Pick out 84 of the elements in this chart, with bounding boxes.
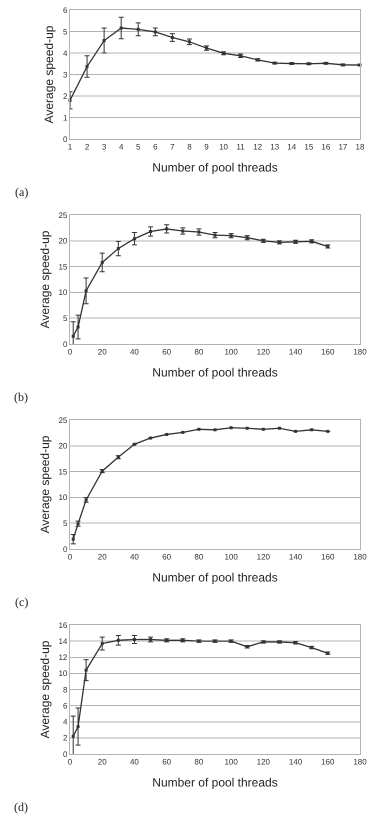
y-tick-label: 5 <box>62 314 68 323</box>
y-axis-title: Average speed-up <box>38 640 52 738</box>
y-tick-label: 5 <box>62 27 68 36</box>
x-tick-label: 80 <box>194 758 204 767</box>
x-tick-label: 20 <box>98 758 108 767</box>
x-tick-label: 9 <box>204 142 210 152</box>
y-tick-label: 20 <box>58 236 68 246</box>
x-tick-label: 40 <box>130 552 140 562</box>
x-tick-label: 8 <box>187 142 192 152</box>
x-tick-label: 15 <box>304 142 314 152</box>
x-tick-label: 60 <box>162 758 172 767</box>
x-tick-label: 100 <box>224 758 238 767</box>
x-axis-title: Number of pool threads <box>152 160 278 174</box>
x-tick-label: 14 <box>287 142 297 152</box>
y-tick-label: 10 <box>58 669 68 678</box>
x-axis-title: Number of pool threads <box>152 570 278 584</box>
x-tick-label: 160 <box>321 348 335 357</box>
x-tick-label: 160 <box>321 552 335 562</box>
y-tick-label: 8 <box>62 685 68 694</box>
x-tick-label: 13 <box>270 142 280 152</box>
y-tick-label: 0 <box>62 544 68 554</box>
y-tick-label: 1 <box>62 113 68 122</box>
x-tick-label: 100 <box>224 348 238 357</box>
x-tick-label: 180 <box>353 348 368 357</box>
x-tick-label: 10 <box>219 142 229 152</box>
x-tick-label: 60 <box>162 348 172 357</box>
x-tick-label: 6 <box>153 142 158 152</box>
y-tick-label: 6 <box>62 6 68 15</box>
text: (c) <box>15 595 28 609</box>
y-tick-label: 15 <box>58 467 68 476</box>
y-tick-label: 25 <box>58 416 68 425</box>
x-tick-label: 100 <box>224 552 238 562</box>
y-tick-label: 14 <box>58 636 68 646</box>
x-tick-label: 140 <box>288 552 303 562</box>
x-tick-label: 17 <box>338 142 348 152</box>
x-tick-label: 180 <box>353 758 368 767</box>
y-tick-label: 10 <box>58 288 68 298</box>
y-tick-label: 4 <box>62 48 68 58</box>
x-tick-label: 160 <box>321 758 335 767</box>
y-axis-title: Average speed-up <box>38 435 52 534</box>
y-tick-label: 10 <box>58 493 68 502</box>
y-tick-label: 0 <box>62 750 68 759</box>
x-axis-title: Number of pool threads <box>152 776 278 790</box>
x-tick-label: 20 <box>98 348 108 357</box>
y-tick-label: 15 <box>58 262 68 272</box>
x-tick-label: 12 <box>253 142 263 152</box>
y-tick-label: 12 <box>58 653 68 662</box>
y-tick-label: 25 <box>58 210 68 220</box>
x-tick-label: 16 <box>321 142 331 152</box>
x-tick-label: 2 <box>84 142 90 152</box>
text: (b) <box>14 390 28 404</box>
x-tick-label: 4 <box>118 142 124 152</box>
x-tick-label: 180 <box>353 552 368 562</box>
y-tick-label: 2 <box>62 92 68 101</box>
y-tick-label: 0 <box>62 134 68 144</box>
y-tick-label: 4 <box>62 718 68 727</box>
text: (a) <box>15 185 28 199</box>
y-tick-label: 2 <box>62 734 68 743</box>
x-tick-label: 80 <box>194 348 204 357</box>
x-tick-label: 40 <box>130 758 140 767</box>
x-tick-label: 120 <box>256 348 271 357</box>
x-tick-label: 120 <box>256 552 271 562</box>
y-tick-label: 20 <box>58 442 68 451</box>
y-axis-title: Average speed-up <box>42 25 56 124</box>
x-tick-label: 3 <box>102 142 107 152</box>
x-tick-label: 5 <box>136 142 142 152</box>
y-tick-label: 6 <box>62 701 68 710</box>
y-tick-label: 16 <box>58 620 68 630</box>
y-tick-label: 3 <box>62 70 68 80</box>
x-tick-label: 11 <box>236 142 246 152</box>
x-tick-label: 120 <box>256 758 271 767</box>
y-tick-label: 0 <box>62 340 68 349</box>
x-tick-label: 18 <box>356 142 365 152</box>
x-axis-title: Number of pool threads <box>152 366 278 380</box>
y-tick-label: 5 <box>62 519 68 528</box>
x-tick-label: 140 <box>288 758 303 767</box>
x-tick-label: 7 <box>170 142 176 152</box>
text: (d) <box>14 800 28 814</box>
x-tick-label: 140 <box>288 348 303 357</box>
x-tick-label: 60 <box>162 552 172 562</box>
x-tick-label: 20 <box>98 552 108 562</box>
y-axis-title: Average speed-up <box>38 230 52 328</box>
x-tick-label: 40 <box>130 348 140 357</box>
x-tick-label: 80 <box>194 552 204 562</box>
